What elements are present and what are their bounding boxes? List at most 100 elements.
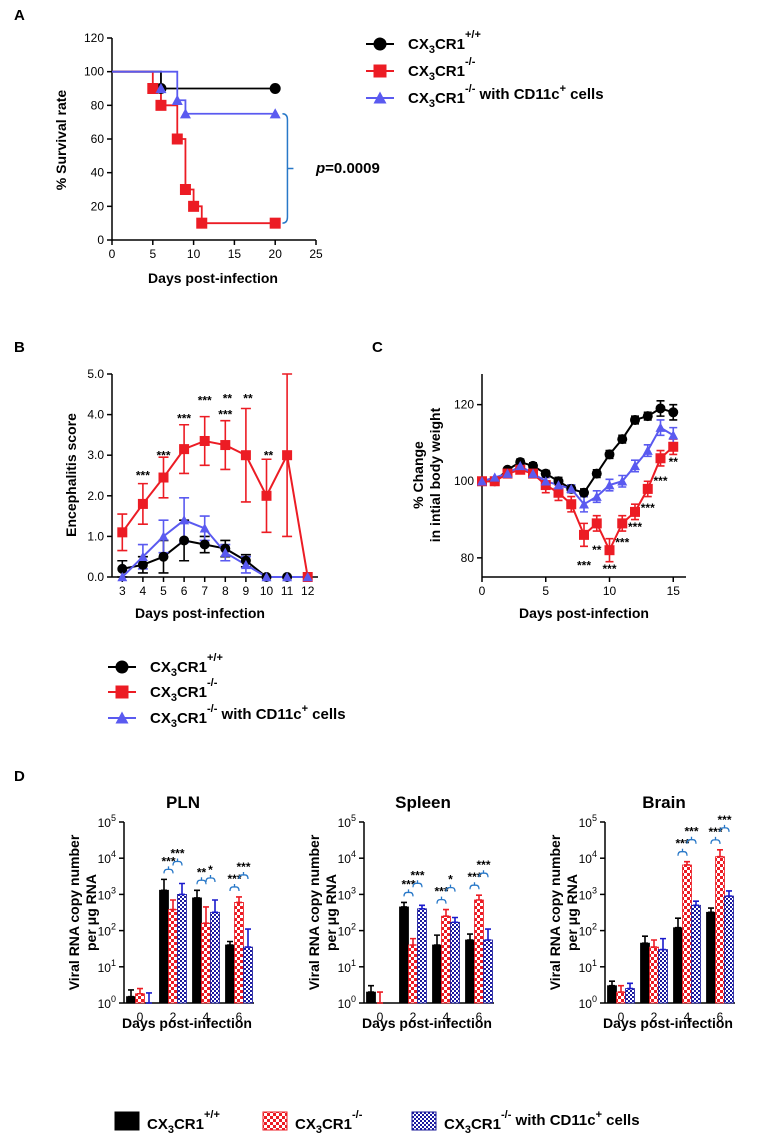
encephalitis-marker-cd [179, 515, 190, 525]
panel-label-c: C [372, 339, 383, 356]
viral-spleen-significance: *** [410, 868, 424, 882]
legend-middle-label-wt-part: CX [150, 659, 171, 676]
viral-brain-title: Brain [642, 793, 685, 812]
legend-middle-marker-ko [115, 685, 129, 699]
viral-pln-significance: *** [227, 872, 241, 886]
encephalitis-marker-cd [137, 551, 148, 561]
legend-top-label-cd-part: -/- [465, 83, 476, 95]
viral-spleen-y-tick-exp: 4 [351, 849, 356, 859]
viral-brain-y-tick-exp: 4 [592, 849, 597, 859]
viral-brain-significance-bracket [719, 824, 730, 832]
encephalitis-y-tick-label: 1.0 [87, 529, 104, 543]
body-weight-x-tick-label: 0 [479, 584, 486, 598]
viral-brain-y-tick-exp: 0 [592, 994, 597, 1004]
viral-brain-errorbar-ko [618, 984, 624, 993]
viral-brain-errorbar-ko [651, 939, 657, 948]
viral-spleen-significance: *** [401, 877, 415, 891]
viral-pln-y-tick-base: 10 [98, 961, 112, 975]
viral-brain-y-tick-label: 101 [579, 958, 597, 975]
legend-top-label-wt: CX3CR1+/+ [408, 29, 481, 56]
p-value-annotation: p=0.0009 [315, 160, 380, 177]
body-weight-marker-wt [630, 414, 640, 425]
legend-middle-marker-cd [115, 711, 129, 724]
body-weight-x-tick-label: 5 [542, 584, 549, 598]
body-weight-marker-ko [553, 487, 564, 498]
body-weight-x-label: Days post-infection [519, 605, 649, 621]
legend-bottom-label-part: CX [295, 1116, 316, 1133]
body-weight-significance: *** [653, 474, 667, 488]
legend-top-label-wt-part: +/+ [465, 29, 481, 41]
body-weight-y-label-line2: in intial body weight [427, 407, 443, 542]
body-weight-marker-cd [668, 430, 679, 440]
viral-spleen-errorbar-wt [434, 934, 440, 946]
viral-pln-bar-ko [135, 993, 145, 1004]
encephalitis-marker-ko [117, 527, 128, 538]
viral-spleen-significance: * [448, 873, 453, 887]
body-weight-line-cd [481, 426, 674, 506]
legend-middle-label-cd-part: 3 [171, 718, 177, 730]
viral-spleen-errorbar-cd [485, 928, 491, 941]
survival-y-label: % Survival rate [53, 90, 69, 191]
body-weight-marker-ko [604, 545, 615, 556]
body-weight-y-tick-label: 100 [454, 474, 474, 488]
legend-bottom-swatch-ko [262, 1111, 288, 1131]
viral-brain-y-tick-base: 10 [579, 816, 593, 830]
legend-top-label-ko: CX3CR1-/- [408, 56, 476, 83]
survival-y-tick-label: 0 [97, 233, 104, 247]
legend-middle-label-cd-part: CR1 [177, 710, 207, 727]
body-weight-significance: *** [615, 535, 629, 549]
viral-spleen-errorbar-cd [419, 904, 425, 910]
body-weight-marker-cd [579, 499, 589, 509]
legend-middle-label-ko-part: CR1 [177, 684, 207, 701]
legend-top-label-cd: CX3CR1-/- with CD11c+ cells [408, 83, 604, 110]
viral-brain-y-tick-exp: 1 [592, 958, 597, 968]
survival-y-tick-label: 80 [91, 98, 105, 112]
viral-pln-significance: *** [236, 860, 250, 874]
body-weight-marker-wt [604, 449, 615, 460]
survival-x-label: Days post-infection [148, 270, 278, 286]
legend-bottom-label-ko: CX3CR1-/- [295, 1109, 363, 1136]
encephalitis-x-tick-label: 11 [281, 584, 294, 598]
viral-brain-bar-ko [616, 991, 626, 1004]
encephalitis-x-tick-label: 10 [260, 584, 274, 598]
viral-spleen-significance-bracket [478, 870, 489, 878]
viral-brain-significance-bracket [677, 848, 688, 856]
body-weight-line-ko [482, 446, 674, 553]
legend-bottom-label-cd: CX3CR1-/- with CD11c+ cells [444, 1109, 640, 1136]
viral-brain-y-tick-label: 104 [579, 849, 597, 866]
viral-brain-bar-cd [658, 949, 668, 1004]
body-weight-marker-cd [591, 491, 602, 501]
survival-marker-cd [179, 108, 191, 119]
body-weight-significance: *** [628, 520, 642, 534]
viral-pln-bar-cd [210, 911, 220, 1004]
viral-pln-errorbar-ko [137, 987, 143, 995]
encephalitis-marker-wt [199, 539, 210, 550]
viral-pln-y-tick-exp: 5 [111, 813, 116, 823]
viral-pln-errorbar-ko [236, 896, 242, 904]
viral-brain-significance: *** [708, 825, 722, 839]
viral-spleen-y-tick-base: 10 [338, 852, 352, 866]
viral-spleen-bar-cd [450, 921, 460, 1004]
body-weight-y-label: % Changein intial body weight [410, 407, 443, 542]
viral-brain-y-tick-label: 103 [579, 885, 597, 902]
viral-brain-significance: *** [717, 813, 731, 827]
legend-middle-label-wt-part: 3 [171, 667, 177, 679]
encephalitis-marker-wt [158, 551, 169, 562]
viral-spleen-y-tick-base: 10 [338, 888, 352, 902]
viral-pln-y-tick-exp: 3 [111, 885, 116, 895]
viral-pln-y-label-line1: Viral RNA copy number [66, 834, 82, 990]
survival-marker-cd [269, 108, 281, 119]
viral-brain-y-tick-base: 10 [579, 925, 593, 939]
viral-spleen-y-label: Viral RNA copy numberper μg RNA [306, 834, 339, 990]
body-weight-marker-cd [515, 460, 526, 471]
encephalitis-significance: *** [218, 408, 232, 422]
viral-pln-significance-bracket [238, 871, 249, 879]
body-weight-marker-wt [579, 487, 589, 498]
body-weight-marker-ko [617, 518, 628, 529]
viral-pln-bar-ko [168, 909, 178, 1004]
survival-line-wt [112, 70, 276, 90]
encephalitis-x-tick-label: 8 [222, 584, 229, 598]
viral-pln-errorbar-wt [194, 889, 200, 899]
